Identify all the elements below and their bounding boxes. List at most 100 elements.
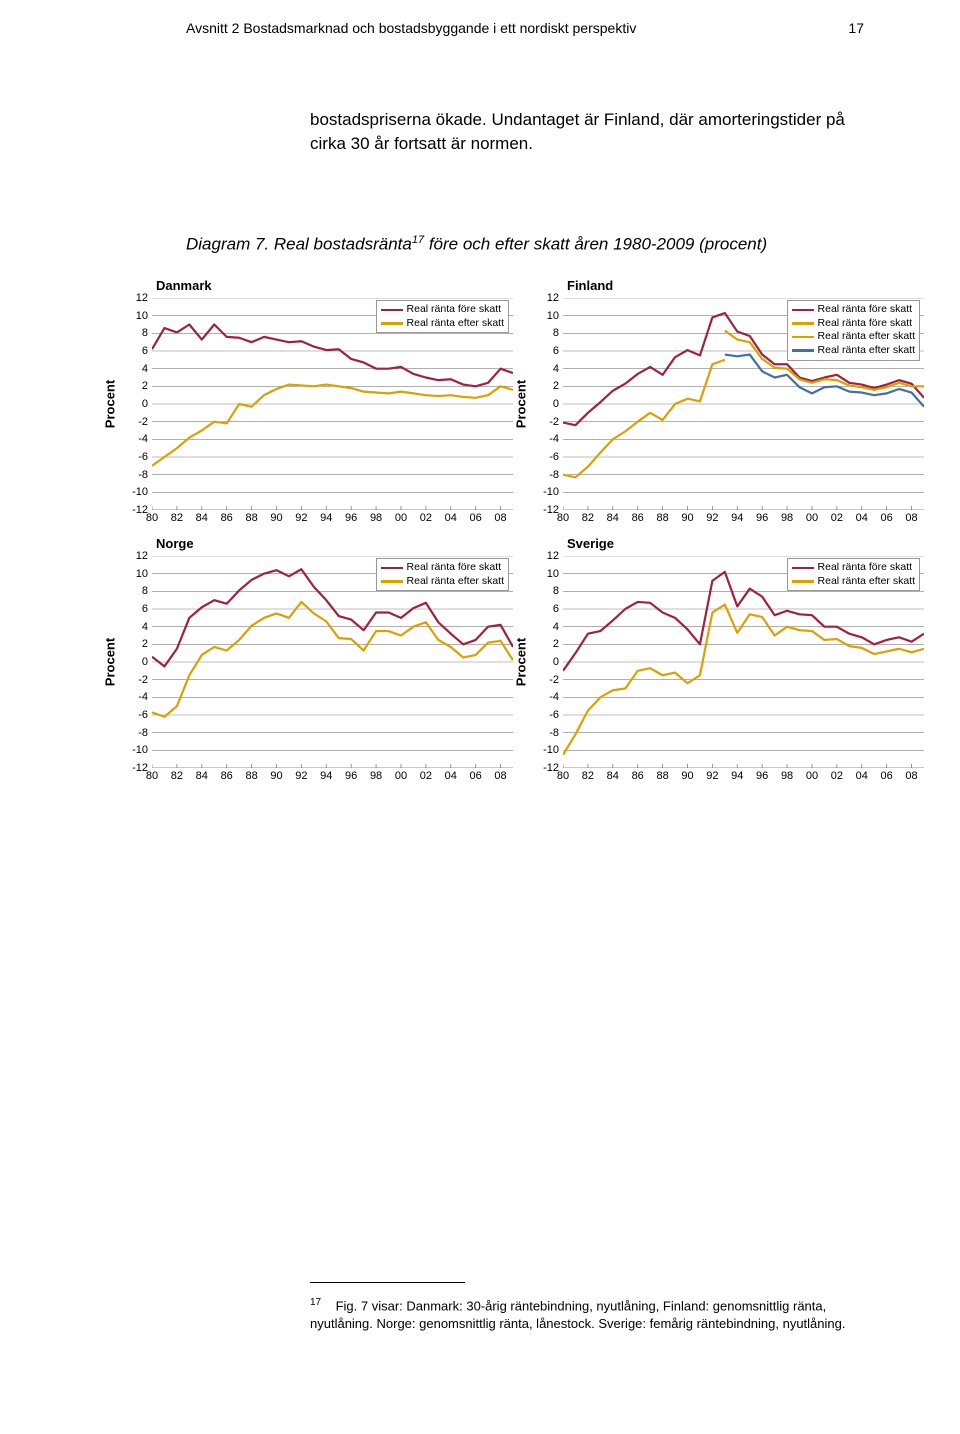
legend-item: Real ränta efter skatt: [792, 344, 915, 358]
y-tick-label: 10: [136, 568, 152, 580]
legend-label: Real ränta före skatt: [818, 561, 913, 575]
x-tick-label: 02: [420, 510, 432, 524]
x-tick-label: 90: [681, 510, 693, 524]
page-number: 17: [848, 20, 864, 36]
caption-suffix: före och efter skatt åren 1980-2009 (pro…: [424, 235, 767, 254]
y-tick-label: 6: [142, 603, 152, 615]
x-tick-label: 96: [345, 768, 357, 782]
plot-area: -12-10-8-6-4-202468101280828486889092949…: [152, 556, 513, 768]
y-tick-label: -4: [549, 433, 563, 445]
y-tick-label: -2: [549, 674, 563, 686]
x-tick-label: 92: [706, 768, 718, 782]
footnote-rule: [310, 1282, 465, 1283]
y-tick-label: -8: [138, 469, 152, 481]
legend-swatch: [381, 322, 403, 325]
x-tick-label: 06: [881, 510, 893, 524]
legend-swatch: [792, 580, 814, 583]
y-tick-label: -4: [138, 433, 152, 445]
y-tick-label: 4: [142, 363, 152, 375]
legend: Real ränta före skattReal ränta efter sk…: [376, 300, 509, 333]
x-tick-label: 84: [607, 768, 619, 782]
caption-prefix: Diagram 7. Real bostadsränta: [186, 235, 412, 254]
x-tick-label: 80: [557, 510, 569, 524]
legend-swatch: [792, 309, 814, 312]
body-paragraph: bostadspriserna ökade. Undantaget är Fin…: [310, 108, 864, 156]
y-tick-label: -2: [138, 416, 152, 428]
series-line: [725, 355, 924, 407]
legend-item: Real ränta efter skatt: [792, 575, 915, 589]
x-tick-label: 06: [470, 510, 482, 524]
legend-item: Real ränta före skatt: [792, 303, 915, 317]
x-tick-label: 86: [632, 768, 644, 782]
x-tick-label: 88: [245, 510, 257, 524]
y-tick-label: 6: [142, 345, 152, 357]
footnote: 17 Fig. 7 visar: Danmark: 30-årig ränteb…: [310, 1296, 864, 1332]
y-tick-label: -2: [549, 416, 563, 428]
x-tick-label: 00: [806, 510, 818, 524]
y-tick-label: 4: [553, 363, 563, 375]
y-tick-label: 2: [142, 638, 152, 650]
legend-swatch: [792, 336, 814, 339]
section-header: Avsnitt 2 Bostadsmarknad och bostadsbygg…: [186, 20, 636, 36]
x-tick-label: 06: [881, 768, 893, 782]
y-axis-label: Procent: [103, 638, 118, 686]
x-tick-label: 90: [270, 510, 282, 524]
x-tick-label: 82: [582, 510, 594, 524]
legend-label: Real ränta efter skatt: [407, 317, 504, 331]
legend-label: Real ränta efter skatt: [407, 575, 504, 589]
x-tick-label: 86: [221, 768, 233, 782]
chart-title: Norge: [156, 536, 194, 551]
y-tick-label: 6: [553, 345, 563, 357]
legend-label: Real ränta före skatt: [407, 303, 502, 317]
y-tick-label: 4: [142, 621, 152, 633]
x-tick-label: 04: [445, 510, 457, 524]
chart-title: Danmark: [156, 278, 212, 293]
y-tick-label: 12: [136, 550, 152, 562]
x-tick-label: 86: [632, 510, 644, 524]
series-line: [152, 325, 513, 387]
y-tick-label: -10: [543, 744, 563, 756]
x-tick-label: 82: [171, 768, 183, 782]
x-tick-label: 04: [856, 768, 868, 782]
legend-label: Real ränta efter skatt: [818, 330, 915, 344]
x-tick-label: 92: [295, 510, 307, 524]
x-tick-label: 98: [781, 510, 793, 524]
legend-label: Real ränta efter skatt: [818, 575, 915, 589]
y-tick-label: -4: [549, 691, 563, 703]
y-tick-label: 8: [142, 585, 152, 597]
x-tick-label: 02: [831, 768, 843, 782]
legend-item: Real ränta efter skatt: [381, 575, 504, 589]
x-tick-label: 84: [196, 768, 208, 782]
y-tick-label: 4: [553, 621, 563, 633]
y-tick-label: 2: [142, 380, 152, 392]
y-tick-label: -2: [138, 674, 152, 686]
y-tick-label: -8: [138, 727, 152, 739]
footnote-number: 17: [310, 1297, 321, 1308]
x-tick-label: 92: [706, 510, 718, 524]
y-tick-label: -10: [132, 486, 152, 498]
legend: Real ränta före skattReal ränta före ska…: [787, 300, 920, 361]
legend-item: Real ränta före skatt: [381, 303, 504, 317]
x-tick-label: 84: [607, 510, 619, 524]
y-tick-label: -6: [138, 709, 152, 721]
x-tick-label: 80: [146, 510, 158, 524]
legend-item: Real ränta före skatt: [792, 561, 915, 575]
y-tick-label: 0: [553, 398, 563, 410]
chart-norge: NorgeProcent-12-10-8-6-4-202468101280828…: [108, 536, 517, 788]
x-tick-label: 00: [395, 768, 407, 782]
legend-item: Real ränta efter skatt: [792, 330, 915, 344]
y-tick-label: -8: [549, 469, 563, 481]
x-tick-label: 94: [731, 510, 743, 524]
legend: Real ränta före skattReal ränta efter sk…: [376, 558, 509, 591]
y-tick-label: 2: [553, 380, 563, 392]
x-tick-label: 04: [856, 510, 868, 524]
legend-swatch: [792, 322, 814, 325]
plot-area: -12-10-8-6-4-202468101280828486889092949…: [563, 556, 924, 768]
diagram-caption: Diagram 7. Real bostadsränta17 före och …: [186, 234, 872, 255]
x-tick-label: 08: [494, 768, 506, 782]
x-tick-label: 96: [345, 510, 357, 524]
x-tick-label: 80: [557, 768, 569, 782]
legend-label: Real ränta efter skatt: [818, 344, 915, 358]
y-tick-label: 12: [547, 292, 563, 304]
y-tick-label: 0: [142, 398, 152, 410]
